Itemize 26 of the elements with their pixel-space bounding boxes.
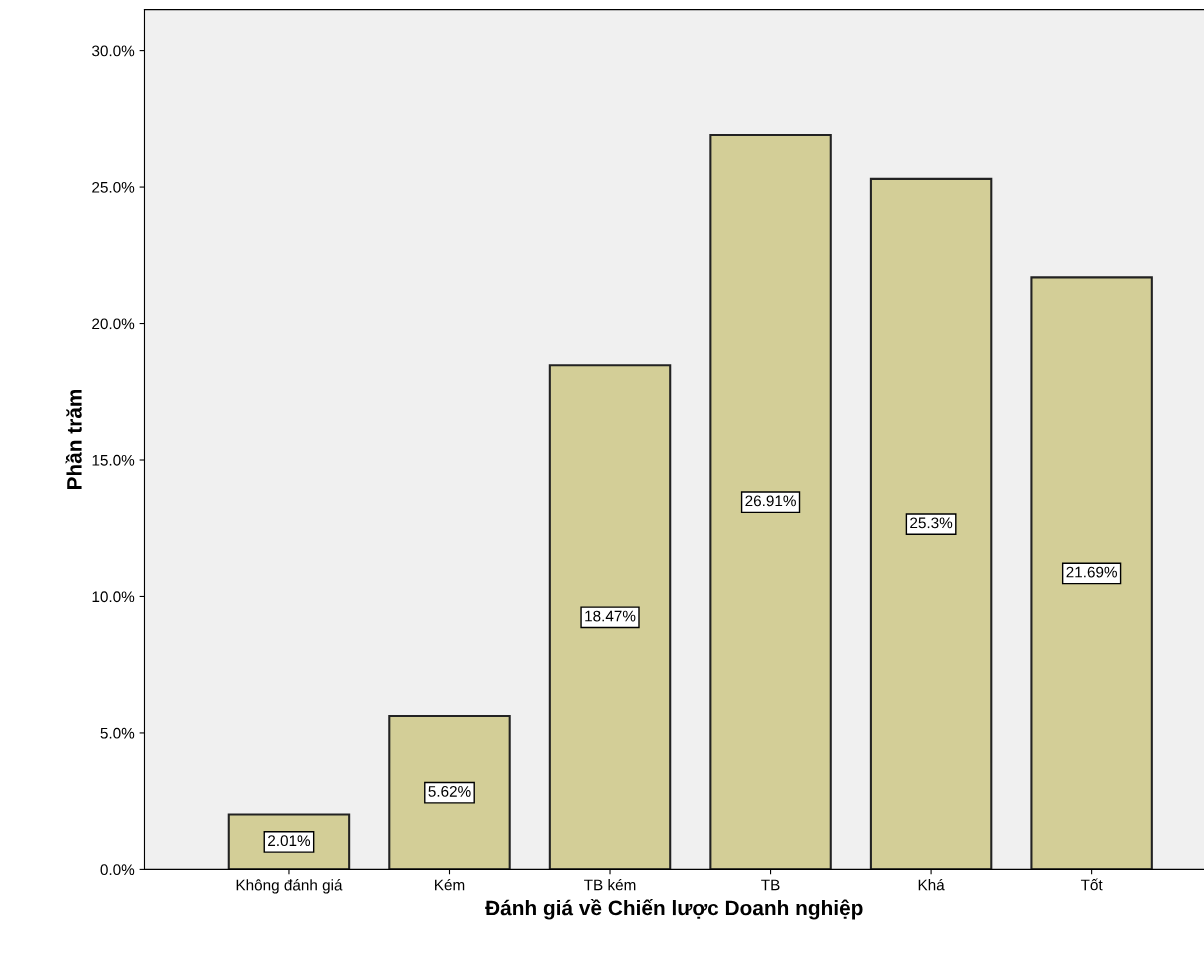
x-tick-label: TB kém — [584, 878, 636, 891]
bar — [388, 714, 511, 870]
bar — [709, 133, 832, 870]
bar — [548, 364, 672, 870]
y-tick-label: 15.0% — [92, 454, 135, 466]
y-tick-label: 0.0% — [100, 864, 135, 876]
x-tick-label: TB — [761, 879, 780, 891]
data-label: 21.69% — [1066, 566, 1117, 578]
data-label: 26.91% — [745, 495, 796, 507]
y-tick-label: 25.0% — [92, 181, 135, 193]
x-tick-label: Kém — [435, 878, 465, 891]
x-tick-label: Khá — [918, 878, 945, 891]
y-axis-title: Phần trăm — [65, 389, 82, 490]
data-label: 18.47% — [585, 610, 636, 622]
bar — [1030, 276, 1153, 870]
bar — [869, 177, 993, 870]
x-axis-title: Đánh giá về Chiến lược Doanh nghiệp — [485, 899, 863, 920]
x-tick-label: Không đánh giá — [236, 879, 343, 894]
y-tick-label: 30.0% — [92, 45, 135, 57]
x-tick-label: Tốt — [1080, 878, 1103, 891]
y-tick-label: 10.0% — [92, 591, 135, 603]
data-label: 25.3% — [910, 517, 953, 529]
y-tick-label: 20.0% — [92, 318, 135, 330]
y-tick-label: 5.0% — [100, 727, 135, 739]
data-label: 2.01% — [268, 835, 311, 847]
data-label: 5.62% — [428, 785, 471, 797]
